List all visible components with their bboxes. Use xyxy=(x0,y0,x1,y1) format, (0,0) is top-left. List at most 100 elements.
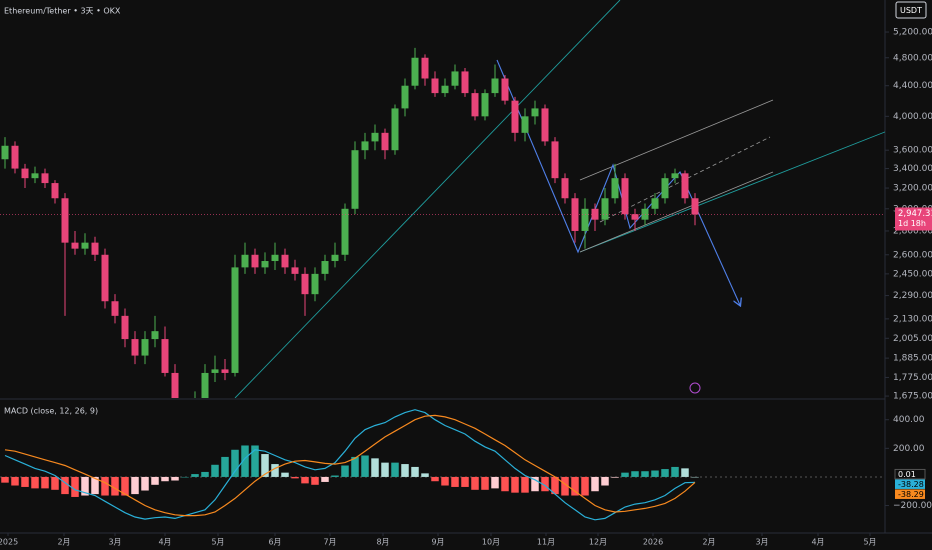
candle-body xyxy=(71,242,79,249)
candle-body xyxy=(571,198,579,231)
histogram-bar xyxy=(151,476,159,485)
candle-body xyxy=(91,242,99,255)
price-badge-label: 2,947.31 xyxy=(898,209,932,219)
candle-body xyxy=(101,254,109,302)
candle-body xyxy=(561,178,569,199)
currency-button[interactable] xyxy=(895,1,927,19)
y-tick-label: 2,800.00 xyxy=(893,226,932,236)
y-tick-label: 4,000.00 xyxy=(893,112,932,122)
histogram-bar xyxy=(561,476,569,496)
x-tick-label: 2月 xyxy=(57,538,70,547)
histogram-bar xyxy=(91,476,99,495)
histogram-bar xyxy=(331,475,339,477)
candle-body xyxy=(441,85,449,94)
histogram-bar xyxy=(51,476,59,490)
candle-body xyxy=(301,273,309,295)
histogram-bar xyxy=(181,476,189,478)
candle-body xyxy=(221,369,229,373)
x-tick-label: 11月 xyxy=(537,538,555,547)
histogram-bar xyxy=(551,476,559,495)
histogram-bar xyxy=(271,464,279,477)
candle-body xyxy=(421,57,429,79)
candle-body xyxy=(651,198,659,209)
y-tick-label: −200.00 xyxy=(893,501,932,511)
macd-line xyxy=(4,409,696,521)
candle-body xyxy=(21,168,29,179)
x-tick-label: 9月 xyxy=(431,538,444,547)
candle-body xyxy=(601,198,609,220)
histogram-bar xyxy=(131,476,139,495)
candle-body xyxy=(391,108,399,151)
candles xyxy=(1,47,699,398)
histogram-bar xyxy=(441,476,449,486)
histogram-bar xyxy=(571,476,579,496)
macd-plot xyxy=(0,409,885,521)
candle-body xyxy=(11,145,19,169)
histogram-bar xyxy=(431,476,439,482)
y-tick-label: 4,800.00 xyxy=(893,53,932,63)
histogram-bar xyxy=(501,476,509,492)
candle-body xyxy=(211,369,219,373)
histogram-bar xyxy=(511,476,519,493)
value-badge-label: -38.28 xyxy=(898,480,924,489)
histogram-bar xyxy=(21,476,29,487)
histogram-bar xyxy=(621,472,629,477)
candle-body xyxy=(51,183,59,199)
histogram-bar xyxy=(421,473,429,477)
histogram-bar xyxy=(361,455,369,477)
macd-title: MACD (close, 12, 26, 9) xyxy=(4,407,98,416)
y-tick-label: 1,885.00 xyxy=(893,354,932,364)
histogram-bar xyxy=(81,476,89,496)
histogram-bar xyxy=(221,456,229,477)
histogram-bar xyxy=(471,476,479,490)
event-icon[interactable] xyxy=(689,382,701,394)
histogram-bar xyxy=(401,464,409,477)
candle-body xyxy=(481,93,489,117)
x-tick-label: 2月 xyxy=(702,538,715,547)
candle-body xyxy=(241,254,249,268)
price-badge-countdown: 1d 18h xyxy=(898,219,926,228)
candle-body xyxy=(461,71,469,94)
x-tick-label: 3月 xyxy=(755,538,768,547)
candle-body xyxy=(31,173,39,179)
y-tick-label: 200.00 xyxy=(893,444,925,454)
y-tick-label: 1,675.00 xyxy=(893,392,932,402)
histogram-bar xyxy=(201,471,209,477)
x-tick-label: 7月 xyxy=(323,538,336,547)
trend-line xyxy=(579,131,885,253)
price-badge xyxy=(895,207,932,231)
trend-line xyxy=(234,0,621,398)
histogram-bar xyxy=(121,476,129,496)
value-badge xyxy=(895,479,925,489)
histogram-bar xyxy=(1,476,9,483)
candle-body xyxy=(521,116,529,133)
histogram-bar xyxy=(651,470,659,477)
y-tick-label: 3,600.00 xyxy=(893,146,932,156)
x-tick-label: 8月 xyxy=(376,538,389,547)
histogram-bar xyxy=(411,466,419,477)
histogram-bar xyxy=(301,476,309,484)
candle-body xyxy=(141,339,149,356)
candle-body xyxy=(271,254,279,262)
histogram-bar xyxy=(371,458,379,477)
candle-body xyxy=(231,267,239,373)
y-tick-label: 2,450.00 xyxy=(893,269,932,279)
histogram-bar xyxy=(541,476,549,492)
candle-body xyxy=(1,145,9,160)
candle-body xyxy=(371,132,379,142)
candle-body xyxy=(331,254,339,262)
histogram-bar xyxy=(31,476,39,489)
y-tick-label: 3,200.00 xyxy=(893,184,932,194)
x-tick-label: 4月 xyxy=(158,538,171,547)
candle-body xyxy=(551,141,559,179)
candle-body xyxy=(681,173,689,199)
x-tick-label: 5月 xyxy=(863,538,876,547)
histogram-bar xyxy=(191,474,199,477)
histogram-bar xyxy=(141,476,149,491)
candle-body xyxy=(511,100,519,133)
y-tick-label: 400.00 xyxy=(893,415,925,425)
candle-body xyxy=(501,78,509,101)
histogram-bar xyxy=(171,476,179,481)
histogram-bar xyxy=(71,476,79,497)
